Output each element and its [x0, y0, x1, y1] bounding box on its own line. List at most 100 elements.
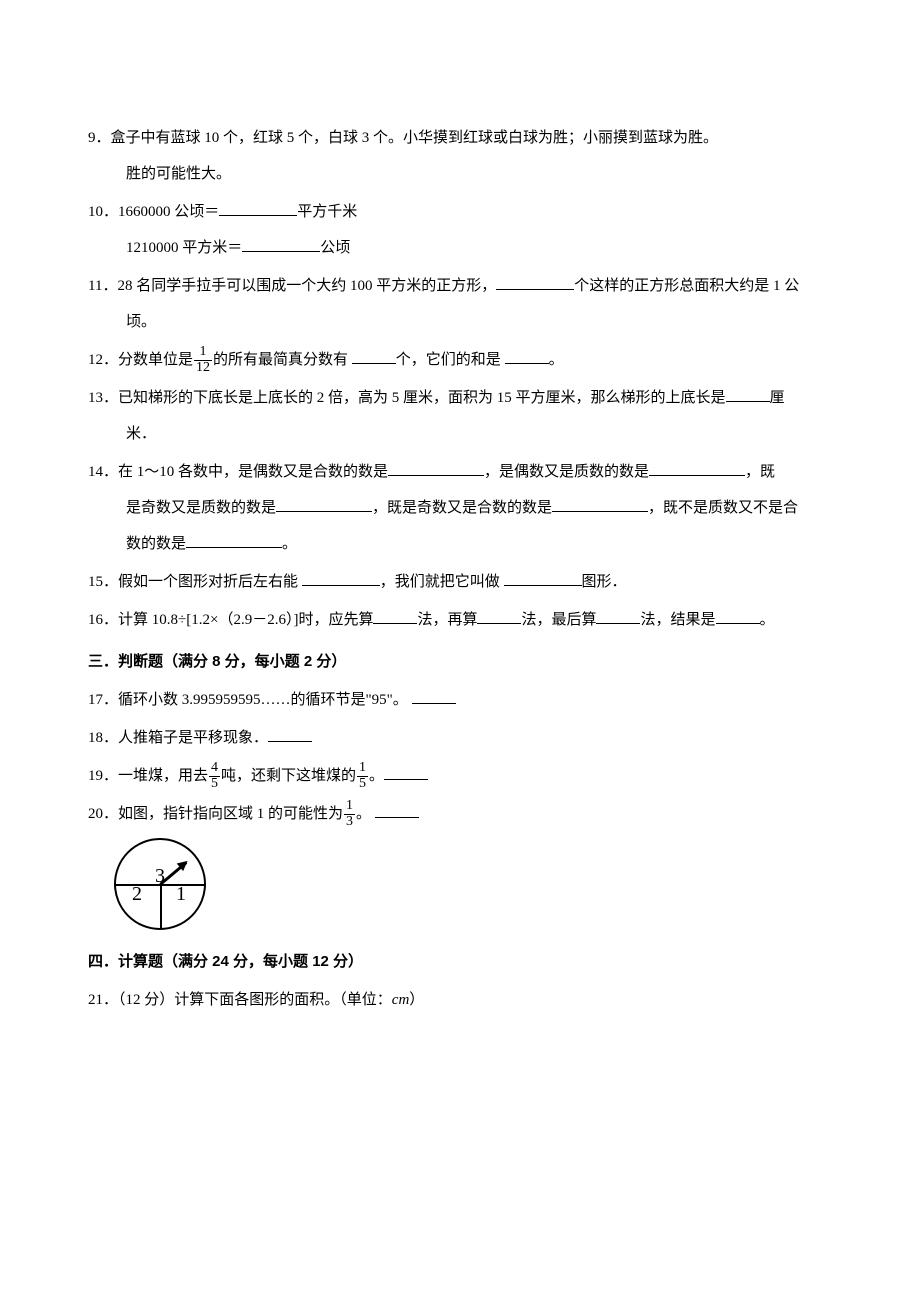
q14-blank4[interactable]	[552, 497, 648, 512]
q11-blank[interactable]	[496, 275, 574, 290]
fraction-1-3: 13	[344, 799, 355, 829]
q13: 13．已知梯形的下底长是上底长的 2 倍，高为 5 厘米，面积为 15 平方厘米…	[88, 380, 832, 452]
frac-den: 5	[357, 777, 368, 792]
q15-blank2[interactable]	[504, 571, 582, 586]
q16: 16．计算 10.8÷[1.2×（2.9－2.6）]时，应先算 法，再算 法，最后算…	[88, 602, 832, 638]
q11-c: 顷。	[88, 304, 832, 340]
q10-p2a: 1210000 平方米＝	[126, 240, 242, 256]
q16-a: 计算 10.8÷[1.2×（2.9－2.6）]时，应先算	[118, 612, 373, 628]
q14-blank5[interactable]	[186, 533, 282, 548]
frac-den: 12	[194, 361, 212, 376]
q10-p2b: 公顷	[320, 240, 350, 256]
q9-num: 9．	[88, 130, 111, 146]
q15-blank1[interactable]	[302, 571, 380, 586]
q14-num: 14．	[88, 464, 118, 480]
q20-b: 。	[356, 806, 375, 822]
q17: 17．循环小数 3.995959595……的循环节是"95"。	[88, 682, 832, 718]
q14-blank2[interactable]	[649, 461, 745, 476]
q14-b: ，是偶数又是质数的数是	[484, 464, 649, 480]
q11: 11．28 名同学手拉手可以围成一个大约 100 平方米的正方形， 个这样的正方形…	[88, 268, 832, 340]
q10: 10．1660000 公顷＝ 平方千米 1210000 平方米＝ 公顷	[88, 194, 832, 266]
q14-blank1[interactable]	[388, 461, 484, 476]
q14-h: 。	[282, 536, 297, 552]
q20-blank[interactable]	[375, 803, 419, 818]
q14-e: ，既是奇数又是合数的数是	[372, 500, 552, 516]
q13-b: 厘	[770, 390, 785, 406]
fraction-1-12: 112	[194, 345, 212, 375]
q12-c: 个，它们的和是	[396, 352, 505, 368]
q10-blank2[interactable]	[242, 237, 320, 252]
q12: 12．分数单位是112的所有最简真分数有 个，它们的和是 。	[88, 342, 832, 378]
frac-den: 5	[209, 777, 220, 792]
spinner-region-1: 1	[176, 870, 186, 918]
frac-num: 1	[194, 345, 212, 361]
q14-line3: 数的数是 。	[88, 526, 832, 562]
frac-num: 1	[344, 799, 355, 815]
q19-num: 19．	[88, 768, 118, 784]
q13-c: 米．	[88, 416, 832, 452]
q17-num: 17．	[88, 692, 118, 708]
q16-b: 法，再算	[417, 612, 477, 628]
q9: 9．盒子中有蓝球 10 个，红球 5 个，白球 3 个。小华摸到红球或白球为胜；…	[88, 120, 832, 192]
q14-blank3[interactable]	[276, 497, 372, 512]
spinner-region-3: 3	[116, 852, 204, 900]
q12-num: 12．	[88, 352, 118, 368]
q15-a: 假如一个图形对折后左右能	[118, 574, 302, 590]
q15-num: 15．	[88, 574, 118, 590]
q10-p1b: 平方千米	[297, 204, 357, 220]
q10-line2: 1210000 平方米＝ 公顷	[88, 230, 832, 266]
q12-a: 分数单位是	[118, 352, 193, 368]
q10-num: 10．	[88, 204, 118, 220]
q19-b: 吨，还剩下这堆煤的	[221, 768, 356, 784]
q21: 21．（12 分）计算下面各图形的面积。（单位：cm）	[88, 982, 832, 1018]
q16-e: 。	[760, 612, 775, 628]
q11-b: 个这样的正方形总面积大约是 1 公	[574, 278, 799, 294]
q12-blank2[interactable]	[505, 349, 549, 364]
q16-blank1[interactable]	[373, 609, 417, 624]
section-3-header: 三．判断题（满分 8 分，每小题 2 分）	[88, 644, 832, 680]
q13-a: 已知梯形的下底长是上底长的 2 倍，高为 5 厘米，面积为 15 平方厘米，那么…	[118, 390, 726, 406]
q14-c: ，既	[745, 464, 775, 480]
q9-line1: 盒子中有蓝球 10 个，红球 5 个，白球 3 个。小华摸到红球或白球为胜；小丽…	[111, 130, 719, 146]
frac-den: 3	[344, 815, 355, 830]
q15-c: 图形．	[582, 574, 627, 590]
frac-num: 4	[209, 761, 220, 777]
fraction-1-5: 15	[357, 761, 368, 791]
q19-c: 。	[369, 768, 384, 784]
q20-a: 如图，指针指向区域 1 的可能性为	[118, 806, 343, 822]
q11-num: 11．	[88, 278, 117, 294]
q14-f: ，既不是质数又不是合	[648, 500, 798, 516]
q20-num: 20．	[88, 806, 118, 822]
q11-a: 28 名同学手拉手可以围成一个大约 100 平方米的正方形，	[117, 278, 496, 294]
q16-c: 法，最后算	[521, 612, 596, 628]
q13-blank[interactable]	[726, 387, 770, 402]
q21-b: ）	[409, 992, 424, 1008]
q21-unit: cm	[392, 992, 410, 1008]
q17-blank[interactable]	[412, 689, 456, 704]
q18-blank[interactable]	[268, 727, 312, 742]
q16-blank3[interactable]	[596, 609, 640, 624]
q21-a: （12 分）计算下面各图形的面积。（单位：	[118, 992, 392, 1008]
q13-num: 13．	[88, 390, 118, 406]
q10-blank1[interactable]	[219, 201, 297, 216]
q16-blank2[interactable]	[477, 609, 521, 624]
frac-num: 1	[357, 761, 368, 777]
q18-a: 人推箱子是平移现象．	[118, 730, 268, 746]
q17-a: 循环小数 3.995959595……的循环节是"95"。	[118, 692, 412, 708]
q19-a: 一堆煤，用去	[118, 768, 208, 784]
q14-d: 是奇数又是质数的数是	[126, 500, 276, 516]
q14-g: 数的数是	[126, 536, 186, 552]
q19-blank[interactable]	[384, 765, 428, 780]
q20: 20．如图，指针指向区域 1 的可能性为13。	[88, 796, 832, 832]
q16-num: 16．	[88, 612, 118, 628]
q14-line2: 是奇数又是质数的数是 ，既是奇数又是合数的数是 ，既不是质数又不是合	[88, 490, 832, 526]
q12-d: 。	[549, 352, 564, 368]
q14: 14．在 1～10 各数中，是偶数又是合数的数是，是偶数又是质数的数是，既 是奇…	[88, 454, 832, 562]
q16-blank4[interactable]	[716, 609, 760, 624]
q16-d: 法，结果是	[640, 612, 715, 628]
q12-b: 的所有最简真分数有	[213, 352, 352, 368]
q12-blank1[interactable]	[352, 349, 396, 364]
q10-p1a: 1660000 公顷＝	[118, 204, 219, 220]
q15-b: ，我们就把它叫做	[380, 574, 504, 590]
section-4-header: 四．计算题（满分 24 分，每小题 12 分）	[88, 944, 832, 980]
